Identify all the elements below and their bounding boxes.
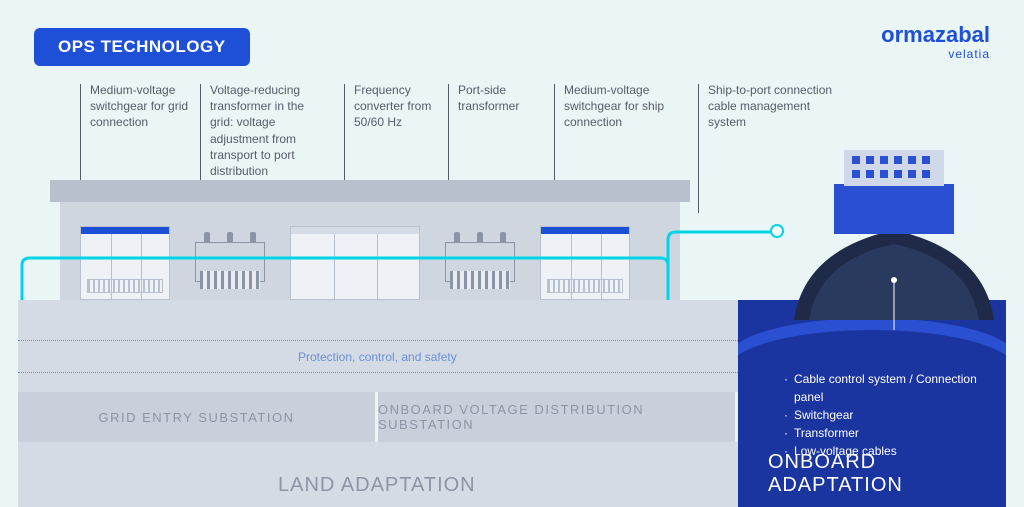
- ship-item-0: Cable control system / Connection panel: [784, 370, 1006, 406]
- sub-section-grid-text: GRID ENTRY SUBSTATION: [99, 410, 295, 425]
- protection-label: Protection, control, and safety: [298, 350, 457, 364]
- ship-item-1-text: Switchgear: [794, 408, 853, 422]
- ship-item-0-text: Cable control system / Connection panel: [794, 372, 977, 404]
- sub-section-onboard: ONBOARD VOLTAGE DISTRIBUTION SUBSTATION: [378, 392, 738, 442]
- dotted-line-1: [18, 340, 738, 341]
- ship-item-2: Transformer: [784, 424, 1006, 442]
- land-big-label-text: LAND ADAPTATION: [278, 474, 476, 496]
- ship-illustration: [774, 120, 1014, 360]
- ship-item-2-text: Transformer: [794, 426, 859, 440]
- sub-section-grid: GRID ENTRY SUBSTATION: [18, 392, 378, 442]
- ship-item-3: Low-voltage cables: [784, 442, 1006, 460]
- sub-section-row: GRID ENTRY SUBSTATION ONBOARD VOLTAGE DI…: [18, 392, 738, 442]
- ship-item-3-text: Low-voltage cables: [794, 444, 897, 458]
- ship-onboard-list: Cable control system / Connection panel …: [784, 370, 1006, 460]
- sub-section-onboard-text: ONBOARD VOLTAGE DISTRIBUTION SUBSTATION: [378, 402, 735, 432]
- ship-item-1: Switchgear: [784, 406, 1006, 424]
- land-big-label: LAND ADAPTATION: [278, 474, 476, 497]
- dotted-line-2: [18, 372, 738, 373]
